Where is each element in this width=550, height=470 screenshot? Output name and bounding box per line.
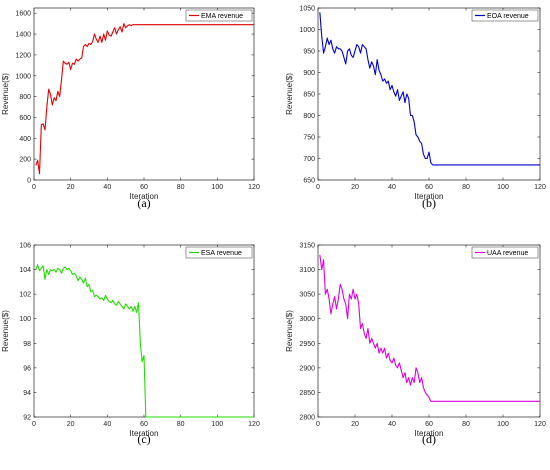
x-tick-label: 0 — [316, 184, 320, 191]
series-line-uaa-revenue — [319, 254, 540, 402]
y-tick-label: 100 — [19, 316, 31, 323]
panel-caption: (d) — [422, 432, 436, 446]
y-tick-label: 1200 — [15, 52, 31, 59]
y-tick-label: 2850 — [299, 390, 315, 397]
x-tick-label: 40 — [388, 421, 396, 428]
panel-caption: (a) — [137, 196, 150, 210]
y-axis-label: Revenue($) — [285, 73, 294, 115]
y-tick-label: 3000 — [299, 316, 315, 323]
x-tick-label: 40 — [388, 184, 396, 191]
y-tick-label: 200 — [19, 157, 31, 164]
y-tick-label: 106 — [19, 243, 31, 250]
legend-box — [471, 9, 539, 22]
x-tick-label: 40 — [103, 421, 111, 428]
y-tick-label: 96 — [23, 365, 31, 372]
chart-panel-a: 0 20 40 60 80 100 1200200400600800100012001400… — [1, 7, 260, 210]
legend-box — [185, 246, 253, 259]
legend-box — [471, 246, 539, 259]
x-tick-label: 0 — [316, 421, 320, 428]
y-tick-label: 800 — [303, 113, 315, 120]
x-tick-label: 80 — [177, 184, 185, 191]
x-tick-label: 20 — [351, 421, 359, 428]
x-tick-label: 20 — [67, 421, 75, 428]
y-tick-label: 2800 — [299, 415, 315, 422]
legend-box — [185, 9, 253, 22]
x-tick-label: 40 — [103, 184, 111, 191]
x-tick-label: 120 — [248, 184, 260, 191]
y-tick-label: 400 — [19, 136, 31, 143]
y-tick-label: 600 — [19, 115, 31, 122]
y-tick-label: 900 — [303, 70, 315, 77]
y-tick-label: 3150 — [299, 243, 315, 250]
panel-caption: (b) — [422, 196, 436, 210]
series-line-eoa-revenue — [319, 12, 540, 166]
x-tick-label: 100 — [497, 184, 509, 191]
x-tick-label: 80 — [177, 421, 185, 428]
y-tick-label: 104 — [19, 267, 31, 274]
series-line-ema-revenue — [35, 23, 254, 175]
y-tick-label: 0 — [27, 178, 31, 185]
y-axis-label: Revenue($) — [1, 310, 10, 352]
y-axis-label: Revenue($) — [285, 310, 294, 352]
legend-entry: UAA revenue — [487, 250, 528, 257]
y-tick-label: 102 — [19, 292, 31, 299]
y-tick-label: 650 — [303, 178, 315, 185]
x-tick-label: 20 — [351, 184, 359, 191]
legend-entry: ESA revenue — [201, 250, 242, 257]
chart-panel-b: 0 20 40 60 80 100 120 650 700 750 800 850 900 950 1000… — [285, 6, 546, 211]
x-tick-label: 20 — [67, 184, 75, 191]
x-tick-label: 100 — [211, 184, 223, 191]
y-tick-label: 98 — [23, 341, 31, 348]
x-axis-label: Iteration — [415, 429, 444, 438]
y-tick-label: 3050 — [299, 292, 315, 299]
y-tick-label: 3100 — [299, 267, 315, 274]
legend-entry: EMA revenue — [201, 13, 243, 20]
x-axis-label: Iteration — [130, 429, 159, 438]
y-tick-label: 1600 — [15, 11, 31, 18]
panel-caption: (c) — [137, 432, 150, 446]
y-tick-label: 950 — [303, 49, 315, 56]
x-tick-label: 60 — [425, 184, 433, 191]
x-tick-label: 100 — [497, 421, 509, 428]
y-tick-label: 2900 — [299, 365, 315, 372]
x-tick-label: 60 — [140, 421, 148, 428]
y-tick-label: 1000 — [15, 73, 31, 80]
x-tick-label: 120 — [248, 421, 260, 428]
plot-area — [317, 244, 541, 418]
x-tick-label: 80 — [462, 184, 470, 191]
plot-area — [33, 244, 255, 418]
y-tick-label: 750 — [303, 135, 315, 142]
y-tick-label: 1050 — [299, 6, 315, 13]
y-tick-label: 800 — [19, 94, 31, 101]
x-tick-label: 0 — [32, 184, 36, 191]
chart-panel-c: 0 20 40 60 80 100 120 92 94 96 98 100 102 104 106 Itera… — [1, 243, 260, 447]
x-axis-label: Iteration — [415, 192, 444, 201]
y-tick-label: 1400 — [15, 32, 31, 39]
x-axis-label: Iteration — [130, 192, 159, 201]
legend-entry: EOA revenue — [487, 13, 529, 20]
y-tick-label: 1000 — [299, 27, 315, 34]
y-axis-label: Revenue($) — [1, 73, 10, 115]
x-tick-label: 60 — [140, 184, 148, 191]
x-tick-label: 120 — [534, 184, 546, 191]
y-tick-label: 94 — [23, 390, 31, 397]
x-tick-label: 80 — [462, 421, 470, 428]
x-tick-label: 100 — [211, 421, 223, 428]
x-tick-label: 120 — [534, 421, 546, 428]
plot-area — [33, 7, 255, 181]
chart-panel-d: 0 20 40 60 80 100 120 2800 2850 2900 2950 3000 3050 3… — [285, 243, 546, 447]
y-tick-label: 850 — [303, 92, 315, 99]
y-tick-label: 92 — [23, 415, 31, 422]
y-tick-label: 2950 — [299, 341, 315, 348]
series-line-esa-revenue — [35, 264, 254, 418]
plot-area — [317, 7, 541, 181]
x-tick-label: 0 — [32, 421, 36, 428]
x-tick-label: 60 — [425, 421, 433, 428]
y-tick-label: 700 — [303, 156, 315, 163]
